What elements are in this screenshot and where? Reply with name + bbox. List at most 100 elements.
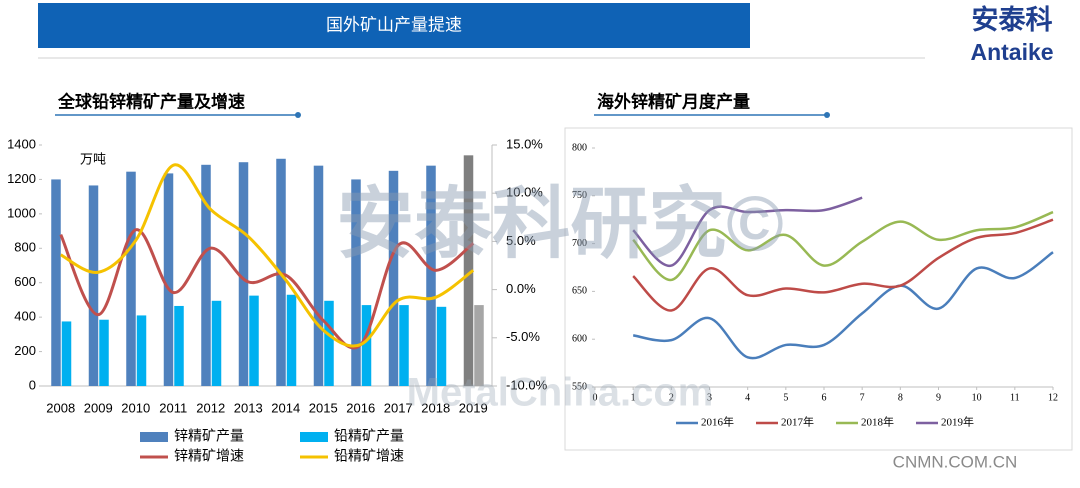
x-tick-label: 0 [593,392,598,403]
series-line [632,210,1054,282]
series-line [632,251,1054,360]
chart-title: 全球铅锌精矿产量及增速 [57,91,245,111]
chart-title: 海外锌精矿月度产量 [597,91,750,111]
bar [361,305,372,386]
y-tick-label: 1400 [7,136,36,151]
y-tick-label: 550 [572,381,587,392]
logo-name: 安泰科 [972,5,1053,35]
bar [126,171,136,386]
title-dot [824,112,830,118]
watermark: CNMN.COM.CN [893,452,1018,471]
y2-tick-label: 0.0% [506,281,536,296]
x-tick-label: 11 [1010,392,1020,403]
y2-tick-label: 5.0% [506,233,536,248]
legend-swatch [300,432,328,442]
bar [88,185,99,386]
bar [238,162,249,386]
legend-label: 铅精矿产量 [334,428,404,444]
series-line [632,196,863,267]
x-tick-label: 2012 [196,400,225,415]
y-tick-label: 600 [14,274,36,289]
x-tick-label: 2008 [46,400,75,415]
bar [99,319,109,386]
x-tick-label: 3 [707,392,712,403]
bar [463,155,474,386]
y-tick-label: 600 [572,333,587,344]
y-tick-label: 750 [572,190,587,201]
y-tick-label: 1000 [7,205,36,220]
x-tick-label: 10 [972,392,982,403]
title-dot [295,112,301,118]
x-tick-label: 2013 [234,400,263,415]
bar [436,306,447,386]
legend-label: 铅精矿增速 [334,448,404,464]
x-tick-label: 2 [669,392,674,403]
bar [313,165,324,386]
x-tick-label: 4 [745,392,750,403]
x-tick-label: 5 [783,392,788,403]
bar [426,165,436,386]
x-tick-label: 2016 [346,400,375,415]
y2-tick-label: 15.0% [506,136,543,151]
watermark: 安泰科研究© [336,180,783,268]
series-line [632,218,1054,312]
y-tick-label: 400 [14,309,36,324]
bar [201,164,211,386]
bar [249,295,259,386]
y-tick-label: 200 [14,343,36,358]
x-tick-label: 2010 [121,400,150,415]
legend-label: 2018年 [861,415,894,429]
x-tick-label: 2011 [159,400,187,415]
legend-label: 2016年 [701,415,734,429]
legend-label: 锌精矿产量 [174,428,244,444]
bar [399,305,409,386]
series-line [60,163,475,348]
x-tick-label: 7 [860,392,865,403]
bar [324,300,334,386]
bar [51,179,61,386]
x-tick-label: 9 [936,392,941,403]
x-tick-label: 2019 [459,400,488,415]
legend-label: 锌精矿增速 [174,448,244,464]
y-tick-label: 800 [14,240,36,255]
y-tick-label: 0 [29,377,36,392]
x-tick-label: 2017 [384,400,413,415]
marks: 0 200 400 600 800 1000 1200 1400 -10.0% -5.0% 0.0%… [7,136,1058,463]
y-tick-label: 650 [572,286,587,297]
bar [388,170,399,386]
unit-annotation: 万吨 [80,151,106,166]
chart-frame [564,127,1073,451]
x-tick-label: 2015 [309,400,338,415]
bar [351,179,361,386]
x-tick-label: 8 [898,392,903,403]
bar [61,321,72,386]
legend-swatch [140,432,168,442]
bar [286,294,297,386]
logo-latin: Antaike [970,39,1053,65]
bar [163,173,174,386]
bar [174,305,184,386]
x-tick-label: 2009 [84,400,113,415]
x-tick-label: 6 [822,392,827,403]
y2-tick-label: -10.0% [506,377,548,392]
bar [474,305,484,386]
x-tick-label: 1 [631,392,636,403]
bar [136,315,147,386]
y-tick-label: 1200 [7,171,36,186]
x-tick-label: 2018 [421,400,450,415]
watermark: MetalChina.com [407,371,714,415]
legend-label: 2019年 [941,415,974,429]
x-tick-label: 12 [1048,392,1058,403]
x-tick-label: 2014 [271,400,300,415]
bar [211,300,222,386]
header-title: 国外矿山产量提速 [326,15,462,34]
legend-label: 2017年 [781,415,814,429]
header-bar [38,3,750,48]
y2-tick-label: 10.0% [506,185,543,200]
series-line [59,228,475,350]
y-tick-label: 800 [572,142,587,153]
y2-tick-label: -5.0% [506,329,540,344]
y-tick-label: 700 [572,238,587,249]
